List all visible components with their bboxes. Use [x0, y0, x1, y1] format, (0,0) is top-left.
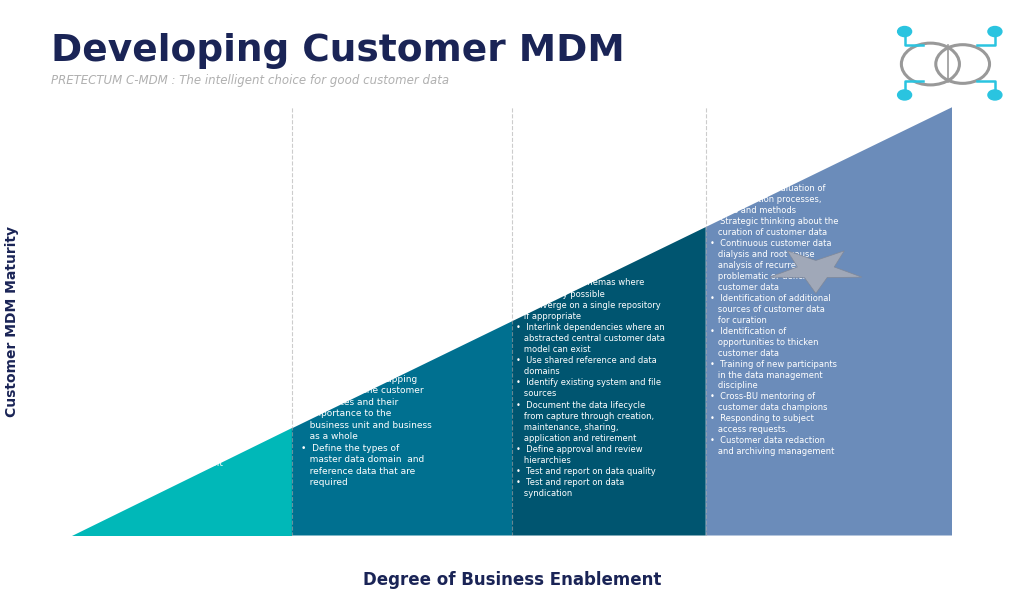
Polygon shape: [512, 227, 706, 536]
Text: Assessment: Assessment: [195, 274, 294, 372]
Text: Competence: Competence: [736, 55, 839, 156]
Text: Customer MDM Maturity: Customer MDM Maturity: [5, 226, 19, 417]
Polygon shape: [72, 428, 292, 536]
Text: •  Document the current state
   of the 3 P’s to identify and
   prioritize all : • Document the current state of the 3 P’…: [94, 414, 231, 468]
Polygon shape: [292, 321, 512, 536]
Text: Developing Customer MDM: Developing Customer MDM: [51, 33, 625, 69]
Polygon shape: [770, 251, 862, 293]
Circle shape: [988, 27, 1001, 36]
Text: •  Consolidate schemas where
   practically possible
•  Converge on a single rep: • Consolidate schemas where practically …: [516, 278, 666, 499]
Text: •  Document all the
   enterprise stakeholders
   through requirements
   modell: • Document all the enterprise stakeholde…: [301, 340, 431, 487]
Text: •  Continuous evaluation of
   data curation processes,
   tools and methods
•  : • Continuous evaluation of data curation…: [711, 184, 839, 456]
Polygon shape: [706, 107, 952, 536]
Text: Development: Development: [389, 170, 497, 278]
Text: Execution: Execution: [578, 127, 662, 210]
Text: Degree of Business Enablement: Degree of Business Enablement: [362, 571, 662, 589]
Circle shape: [898, 27, 911, 36]
Circle shape: [898, 90, 911, 100]
Circle shape: [988, 90, 1001, 100]
Text: PRETECTUM C-MDM : The intelligent choice for good customer data: PRETECTUM C-MDM : The intelligent choice…: [51, 74, 450, 87]
